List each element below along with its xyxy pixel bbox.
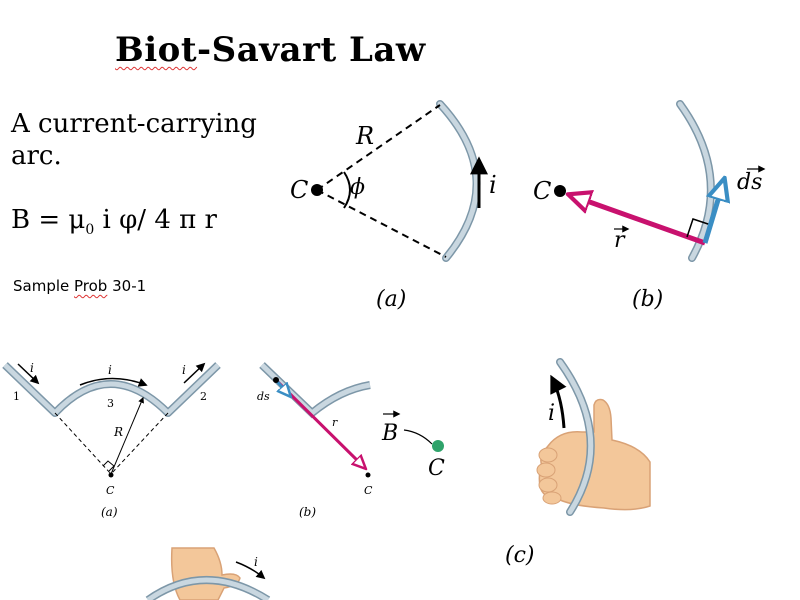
green-point-c [432, 440, 444, 452]
finger-1 [538, 447, 558, 463]
right-hand-rule-figure [536, 358, 651, 516]
caption-2b: (b) [299, 505, 316, 519]
figure-2b-straight-wire [259, 362, 371, 478]
right-angle-mark [686, 218, 712, 238]
label-i-left: i [30, 361, 34, 375]
dashed-radius-right [110, 412, 169, 475]
figure-b-vectors [554, 100, 766, 262]
caption-2a: (a) [101, 505, 118, 519]
description-line-1: A current-carrying [11, 109, 257, 139]
sample-problem-label: Sample Prob 30-1 [13, 277, 146, 295]
label-R-2a: R [113, 425, 123, 439]
label-C-2b: C [364, 484, 373, 497]
caption-c: (c) [505, 543, 535, 568]
finger-3 [538, 477, 558, 493]
field-point-group [383, 410, 444, 452]
center-point-2a [108, 472, 114, 478]
label-ds-2b: ds [257, 390, 270, 403]
center-point-c-b [554, 185, 566, 197]
radius-arrow-2a [110, 396, 144, 475]
label-i-partial: i [254, 555, 258, 569]
label-C-a: C [290, 176, 308, 204]
label-segment-2: 2 [200, 390, 207, 403]
description-line-2: arc. [11, 141, 62, 171]
label-C-2a: C [106, 484, 115, 497]
center-point-2b [365, 472, 371, 478]
label-phi: ϕ [350, 175, 365, 200]
label-i-c: i [548, 401, 555, 426]
figure-a-arc-geometry [311, 100, 488, 262]
slide-title: Biot-Savart Law [115, 30, 426, 70]
formula-rest: i φ/ 4 π r [94, 205, 217, 235]
label-B: B [381, 421, 398, 446]
formula-subscript: 0 [85, 222, 95, 239]
current-arrow-left [17, 363, 40, 385]
angle-phi-arc [343, 171, 351, 209]
b-leader-line [403, 429, 433, 445]
label-C-field: C [428, 456, 445, 481]
finger-4 [542, 491, 562, 505]
right-angle-2a [102, 460, 115, 472]
current-arrow-right [183, 362, 206, 384]
ds-vector-2b [274, 379, 290, 396]
current-arrow-c [550, 374, 567, 429]
partial-hand-figure [145, 547, 271, 600]
description-text: A current-carrying arc. [11, 108, 257, 172]
label-r-2b: r [332, 416, 338, 429]
source-point-2b [273, 377, 279, 383]
label-R: R [355, 122, 374, 150]
radius-line-upper [316, 104, 441, 191]
radius-line-lower [316, 189, 447, 258]
partial-hand [170, 547, 241, 600]
current-arrow-partial [235, 561, 266, 580]
ds-vector [702, 180, 724, 244]
label-C-b: C [533, 177, 551, 205]
caption-b: (b) [632, 287, 663, 312]
figure-2a-bent-wire [2, 362, 221, 478]
hand-palm [538, 398, 651, 511]
finger-2 [536, 462, 556, 478]
center-point-c [311, 184, 323, 196]
sample-number: 30-1 [107, 277, 147, 295]
r-vector [570, 195, 706, 246]
label-i-right: i [182, 363, 186, 377]
formula: B = μ0 i φ/ 4 π r [11, 205, 217, 238]
caption-a: (a) [376, 287, 406, 312]
label-i-a: i [489, 171, 497, 199]
label-segment-3: 3 [107, 397, 114, 410]
current-arrow-mid [79, 377, 148, 387]
formula-b: B = μ [11, 205, 86, 235]
title-word-rest: -Savart Law [197, 30, 426, 70]
label-i-mid: i [108, 363, 112, 377]
title-word-biot: Biot [115, 30, 198, 70]
label-r: r [614, 228, 626, 253]
sample-word: Sample [13, 277, 75, 295]
sample-prob-word: Prob [74, 277, 108, 295]
dashed-radius-left [54, 412, 112, 475]
label-segment-1: 1 [13, 390, 20, 403]
label-ds: ds [737, 170, 762, 195]
